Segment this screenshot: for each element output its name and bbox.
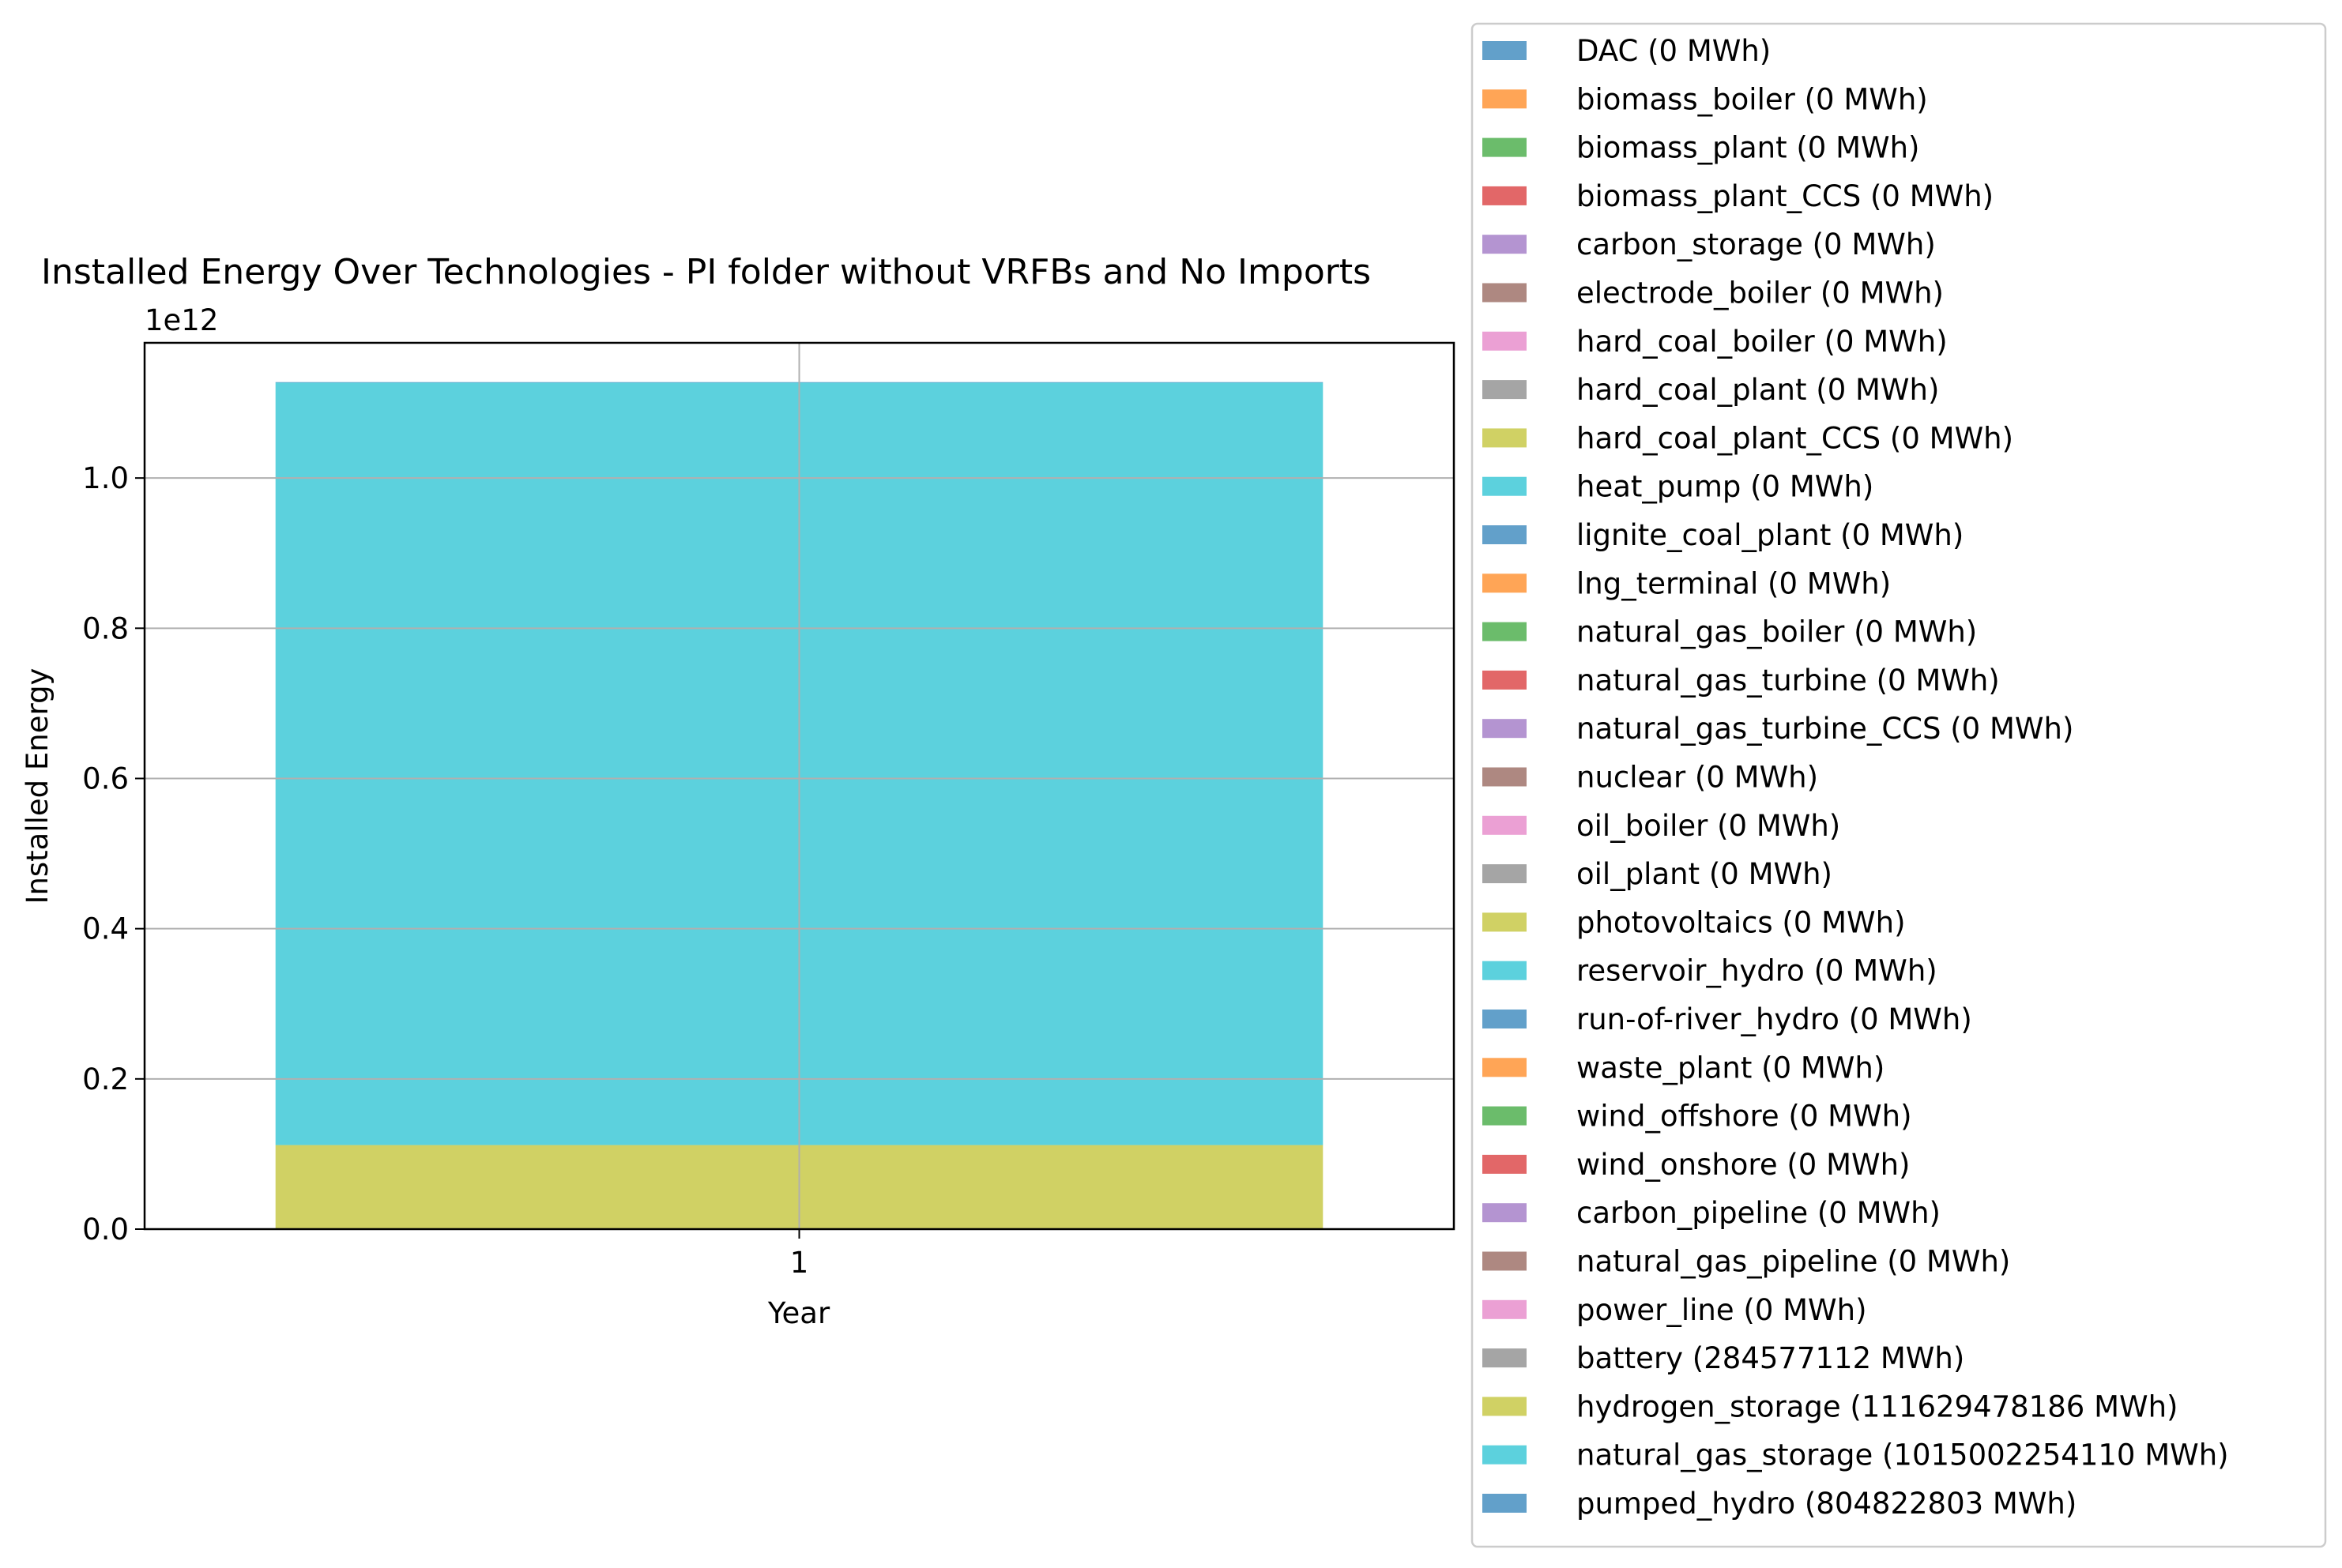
legend-label: nuclear (0 MWh): [1576, 761, 1818, 795]
legend-label: power_line (0 MWh): [1576, 1293, 1867, 1327]
legend-swatch: [1482, 41, 1527, 60]
legend-frame: [1470, 22, 2327, 1548]
legend-label: battery (284577112 MWh): [1576, 1341, 1964, 1375]
legend-items: DAC (0 MWh) biomass_boiler (0 MWh) biomass…: [1482, 34, 2229, 1521]
legend-label: hard_coal_boiler (0 MWh): [1576, 325, 1948, 359]
legend-swatch: [1482, 283, 1527, 303]
legend-swatch: [1482, 767, 1527, 787]
legend-swatch: [1482, 815, 1527, 835]
legend-swatch: [1482, 622, 1527, 641]
legend-swatch: [1482, 1058, 1527, 1077]
y-tick-label: 0.6: [82, 761, 129, 795]
legend-label: natural_gas_pipeline (0 MWh): [1576, 1245, 2010, 1279]
legend-label: natural_gas_turbine_CCS (0 MWh): [1576, 712, 2073, 746]
legend-label: photovoltaics (0 MWh): [1576, 905, 1906, 939]
legend-label: heat_pump (0 MWh): [1576, 470, 1873, 504]
legend-swatch: [1482, 331, 1527, 351]
legend-swatch: [1482, 1445, 1527, 1465]
y-tick-label: 0.4: [82, 912, 129, 946]
legend-swatch: [1482, 961, 1527, 980]
legend-label: biomass_boiler (0 MWh): [1576, 82, 1928, 116]
legend-label: biomass_plant_CCS (0 MWh): [1576, 179, 1994, 213]
legend-label: lng_terminal (0 MWh): [1576, 566, 1891, 600]
legend-swatch: [1482, 186, 1527, 205]
legend-label: wind_offshore (0 MWh): [1576, 1100, 1912, 1134]
legend-label: waste_plant (0 MWh): [1576, 1051, 1885, 1085]
legend-label: carbon_storage (0 MWh): [1576, 227, 1936, 261]
legend-label: biomass_plant (0 MWh): [1576, 131, 1919, 165]
legend-swatch: [1482, 1251, 1527, 1271]
legend-swatch: [1482, 1106, 1527, 1126]
legend-swatch: [1482, 89, 1527, 109]
y-tick-label: 0.2: [82, 1062, 129, 1096]
legend-label: hydrogen_storage (111629478186 MWh): [1576, 1389, 2178, 1423]
y-tick-label: 1.0: [82, 461, 129, 495]
legend-label: natural_gas_storage (1015002254110 MWh): [1576, 1438, 2229, 1472]
legend-swatch: [1482, 864, 1527, 884]
legend-label: natural_gas_turbine (0 MWh): [1576, 664, 2000, 698]
legend-swatch: [1482, 1154, 1527, 1174]
legend-label: DAC (0 MWh): [1576, 34, 1771, 68]
legend-swatch: [1482, 1010, 1527, 1028]
legend-swatch: [1482, 719, 1527, 739]
legend-swatch: [1482, 912, 1527, 932]
legend-label: lignite_coal_plant (0 MWh): [1576, 518, 1964, 552]
legend-label: pumped_hydro (804822803 MWh): [1576, 1487, 2077, 1521]
legend-swatch: [1482, 1397, 1527, 1416]
legend-swatch: [1482, 1348, 1527, 1368]
y-axis-label: Installed Energy: [21, 668, 55, 904]
legend-label: natural_gas_boiler (0 MWh): [1576, 615, 1977, 649]
legend-swatch: [1482, 1494, 1527, 1513]
legend-label: run-of-river_hydro (0 MWh): [1576, 1002, 1972, 1036]
y-offset-label: 1e12: [145, 303, 218, 337]
legend-label: carbon_pipeline (0 MWh): [1576, 1196, 1941, 1230]
y-tick-label: 0.0: [82, 1213, 129, 1247]
legend-label: oil_boiler (0 MWh): [1576, 809, 1840, 843]
x-axis-label: Year: [767, 1296, 830, 1330]
x-axis: 1: [790, 1229, 809, 1280]
legend-swatch: [1482, 235, 1527, 254]
legend-label: oil_plant (0 MWh): [1576, 857, 1832, 891]
chart-title: Installed Energy Over Technologies - PI …: [41, 252, 1371, 292]
legend-label: hard_coal_plant (0 MWh): [1576, 373, 1939, 407]
legend-swatch: [1482, 670, 1527, 690]
legend-swatch: [1482, 137, 1527, 157]
legend-swatch: [1482, 428, 1527, 448]
legend-label: reservoir_hydro (0 MWh): [1576, 954, 1937, 988]
y-axis: 0.0 0.2 0.4 0.6 0.8 1.0: [82, 461, 145, 1247]
legend-label: hard_coal_plant_CCS (0 MWh): [1576, 421, 2013, 455]
legend-swatch: [1482, 380, 1527, 400]
y-tick-label: 0.8: [82, 611, 129, 645]
legend-label: electrode_boiler (0 MWh): [1576, 276, 1944, 310]
legend-swatch: [1482, 573, 1527, 593]
legend-swatch: [1482, 476, 1527, 496]
legend-label: wind_onshore (0 MWh): [1576, 1148, 1910, 1182]
legend: DAC (0 MWh) biomass_boiler (0 MWh) biomass…: [1470, 22, 2327, 1548]
legend-swatch: [1482, 525, 1527, 544]
legend-swatch: [1482, 1299, 1527, 1319]
x-tick-label: 1: [790, 1246, 809, 1280]
legend-swatch: [1482, 1203, 1527, 1223]
